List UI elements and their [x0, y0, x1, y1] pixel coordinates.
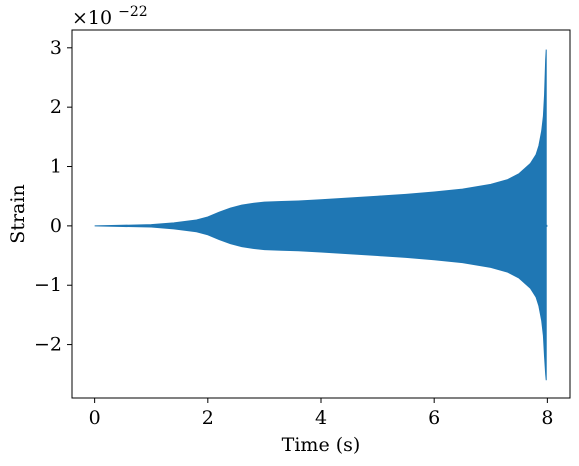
y-axis-scale-exponent: −22: [118, 4, 148, 20]
y-axis-title: Strain: [7, 184, 29, 243]
y-axis-ticks: −2 −1 0 1 2 3: [34, 37, 72, 356]
strain-signal-area: [94, 49, 547, 381]
x-tick-label: 2: [202, 407, 214, 429]
plot-area: [94, 49, 548, 381]
y-tick-label: 3: [50, 37, 62, 59]
y-axis-scale-label: ×10 −22: [72, 4, 148, 29]
y-tick-label: −1: [34, 274, 62, 296]
x-tick-label: 6: [428, 407, 440, 429]
x-axis-ticks: 0 2 4 6 8: [89, 398, 553, 429]
y-tick-label: 1: [50, 156, 62, 178]
x-tick-label: 8: [541, 407, 553, 429]
y-axis-scale-base: ×10: [72, 7, 112, 29]
x-axis-title: Time (s): [282, 434, 361, 456]
x-tick-label: 4: [315, 407, 327, 429]
y-tick-label: 2: [50, 96, 62, 118]
y-tick-label: −2: [34, 334, 62, 356]
x-tick-label: 0: [89, 407, 101, 429]
y-tick-label: 0: [50, 215, 62, 237]
